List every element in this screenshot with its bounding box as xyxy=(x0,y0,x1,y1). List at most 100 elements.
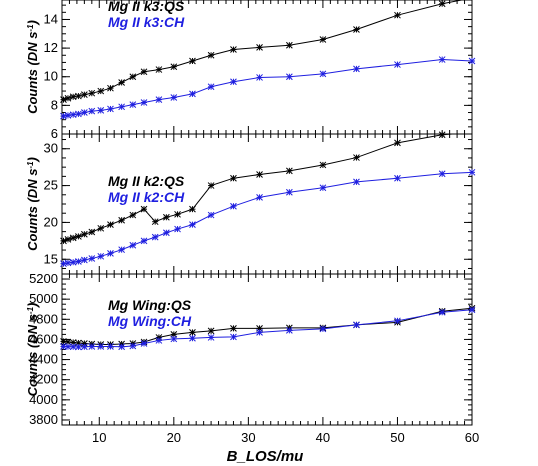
data-point-middle-1 xyxy=(129,241,137,249)
data-point-middle-1 xyxy=(118,246,125,254)
x-axis-label: B_LOS/mu xyxy=(227,448,304,465)
y-tick-label-middle: 30 xyxy=(44,141,58,156)
y-tick-label-top: 12 xyxy=(44,40,58,55)
data-point-top-0 xyxy=(155,66,163,73)
data-point-top-1 xyxy=(88,107,96,115)
data-point-top-1 xyxy=(353,65,360,73)
data-point-top-0 xyxy=(230,46,237,53)
legend-entry-top-0: Mg II k3:QS xyxy=(108,0,185,14)
data-point-bottom-1 xyxy=(69,343,77,351)
data-point-middle-1 xyxy=(189,221,196,228)
data-point-middle-0 xyxy=(319,161,327,169)
y-tick-label-bottom: 4400 xyxy=(29,352,58,367)
data-point-bottom-1 xyxy=(353,321,360,329)
data-point-middle-0 xyxy=(394,139,401,147)
data-point-middle-1 xyxy=(75,258,82,265)
data-point-bottom-0 xyxy=(230,325,237,332)
data-point-middle-1 xyxy=(64,259,72,267)
data-point-middle-0 xyxy=(353,154,360,161)
data-point-top-1 xyxy=(394,61,401,68)
data-point-middle-0 xyxy=(88,228,96,236)
y-tick-label-bottom: 3800 xyxy=(29,412,58,427)
x-tick-label: 30 xyxy=(241,430,255,445)
data-point-top-0 xyxy=(140,68,148,76)
data-point-middle-1 xyxy=(394,174,401,182)
data-point-top-0 xyxy=(60,96,67,103)
y-tick-label-bottom: 4200 xyxy=(29,372,58,387)
data-point-bottom-1 xyxy=(256,329,263,336)
data-point-top-0 xyxy=(118,79,125,86)
y-tick-label-top: 10 xyxy=(44,69,58,84)
data-point-top-1 xyxy=(81,109,88,116)
data-point-bottom-1 xyxy=(97,343,105,350)
y-axis-label-top: Counts (DN s-1) xyxy=(25,20,40,114)
data-point-middle-1 xyxy=(353,178,360,186)
data-point-middle-1 xyxy=(81,256,88,264)
y-tick-label-bottom: 4600 xyxy=(29,331,58,346)
data-point-middle-0 xyxy=(151,218,159,226)
data-point-top-1 xyxy=(97,107,105,114)
data-point-top-1 xyxy=(230,78,237,86)
y-tick-label-bottom: 4800 xyxy=(29,311,58,326)
data-point-middle-0 xyxy=(256,171,263,178)
data-point-bottom-1 xyxy=(170,335,178,343)
data-point-top-1 xyxy=(155,96,163,103)
data-point-middle-1 xyxy=(286,188,293,196)
data-point-bottom-1 xyxy=(286,327,293,334)
data-point-middle-0 xyxy=(107,221,114,228)
data-point-middle-1 xyxy=(107,250,114,257)
y-tick-label-bottom: 4000 xyxy=(29,392,58,407)
data-point-top-0 xyxy=(353,26,360,33)
x-tick-label: 50 xyxy=(390,430,404,445)
data-point-middle-1 xyxy=(256,194,263,201)
data-point-top-0 xyxy=(286,41,293,49)
legend-entry-middle-0: Mg II k2:QS xyxy=(108,173,185,189)
data-point-middle-0 xyxy=(129,211,137,219)
data-point-top-0 xyxy=(170,63,178,71)
y-tick-label-middle: 20 xyxy=(44,214,58,229)
data-point-middle-0 xyxy=(60,237,67,245)
data-point-middle-0 xyxy=(140,205,148,213)
data-point-middle-1 xyxy=(174,225,181,233)
data-point-middle-0 xyxy=(75,233,82,240)
data-point-middle-0 xyxy=(163,213,170,221)
data-point-top-0 xyxy=(394,11,401,19)
data-point-top-0 xyxy=(81,91,88,98)
y-tick-label-middle: 25 xyxy=(44,178,58,193)
data-point-bottom-1 xyxy=(155,337,163,344)
data-point-top-0 xyxy=(75,92,82,100)
data-point-top-0 xyxy=(129,73,137,81)
data-point-middle-1 xyxy=(468,168,476,176)
data-point-middle-0 xyxy=(174,210,181,218)
data-point-bottom-1 xyxy=(81,343,88,351)
data-point-top-1 xyxy=(286,73,293,81)
data-point-top-1 xyxy=(75,110,82,118)
data-point-bottom-1 xyxy=(107,343,114,350)
data-point-middle-0 xyxy=(69,234,77,242)
data-point-bottom-1 xyxy=(118,343,125,351)
legend-entry-top-1: Mg II k3:CH xyxy=(108,14,185,30)
y-tick-label-bottom: 5200 xyxy=(29,271,58,286)
data-point-middle-1 xyxy=(97,252,105,260)
data-point-bottom-1 xyxy=(230,333,237,341)
data-point-top-1 xyxy=(189,90,196,98)
data-point-middle-0 xyxy=(438,131,446,139)
y-axis-label-middle: Counts (DN s-1) xyxy=(25,157,40,251)
data-point-bottom-1 xyxy=(75,343,82,351)
data-point-top-0 xyxy=(64,94,72,102)
data-point-bottom-0 xyxy=(207,327,215,335)
data-point-top-1 xyxy=(140,99,148,106)
data-point-top-1 xyxy=(438,56,446,63)
data-point-bottom-1 xyxy=(129,342,137,350)
data-point-bottom-1 xyxy=(468,306,476,314)
data-point-middle-1 xyxy=(207,211,215,219)
series-line-top-1 xyxy=(63,59,472,117)
data-point-top-0 xyxy=(88,89,96,97)
x-tick-label: 20 xyxy=(167,430,181,445)
y-tick-label-middle: 15 xyxy=(44,251,58,266)
data-point-bottom-1 xyxy=(64,343,72,351)
data-point-middle-1 xyxy=(319,184,327,192)
data-point-bottom-1 xyxy=(88,343,96,350)
y-tick-label-bottom: 5000 xyxy=(29,291,58,306)
